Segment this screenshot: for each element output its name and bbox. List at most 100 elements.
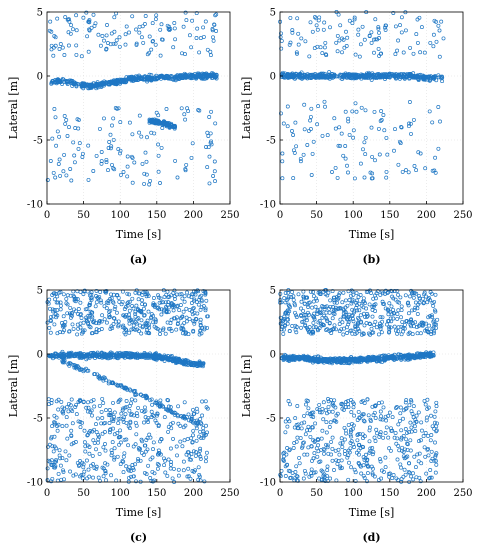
- scatter-point: [145, 135, 149, 140]
- x-tick-label: 0: [44, 210, 50, 221]
- scatter-point: [122, 350, 127, 355]
- scatter-point: [173, 37, 178, 42]
- scatter-point: [150, 402, 155, 407]
- scatter-point: [286, 399, 291, 403]
- scatter-point: [163, 470, 168, 475]
- scatter-point: [148, 178, 153, 183]
- scatter-point: [104, 160, 109, 165]
- scatter-point: [377, 30, 381, 35]
- scatter-point: [162, 294, 167, 299]
- scatter-point: [290, 30, 295, 35]
- scatter-point: [93, 304, 98, 309]
- scatter-point: [110, 440, 115, 445]
- scatter-point: [117, 299, 122, 304]
- scatter-point: [299, 325, 303, 330]
- scatter-point: [351, 135, 356, 140]
- x-tick-label: 150: [380, 488, 399, 499]
- y-tick-label: 5: [37, 286, 43, 297]
- x-tick-label: 50: [310, 488, 323, 499]
- scatter-point: [177, 308, 182, 313]
- scatter-point: [98, 478, 102, 483]
- scatter-point: [53, 297, 57, 302]
- scatter-point: [56, 471, 61, 476]
- scatter-point: [309, 73, 314, 78]
- scatter-point: [350, 109, 355, 114]
- scatter-point: [433, 440, 437, 445]
- scatter-point: [149, 409, 154, 414]
- scatter-point: [423, 431, 428, 435]
- scatter-point: [362, 175, 367, 180]
- scatter-point: [307, 54, 312, 59]
- scatter-points: [278, 288, 440, 484]
- scatter-point: [399, 428, 404, 433]
- scatter-point: [406, 170, 411, 175]
- scatter-point: [140, 24, 145, 29]
- scatter-point: [119, 383, 124, 388]
- scatter-point: [104, 408, 108, 413]
- x-tick-label: 0: [44, 488, 50, 499]
- scatter-point: [383, 431, 388, 435]
- scatter-point: [103, 442, 107, 446]
- y-tick-label: -10: [27, 478, 43, 489]
- scatter-point: [293, 120, 298, 125]
- scatter-point: [333, 126, 338, 131]
- scatter-point: [117, 35, 122, 40]
- scatter-point: [150, 39, 155, 44]
- plot-frame: [46, 11, 231, 205]
- scatter-point: [214, 29, 219, 33]
- scatter-point: [66, 30, 71, 35]
- scatter-point: [336, 12, 341, 17]
- scatter-point: [115, 356, 119, 360]
- x-tick-label: 200: [417, 488, 436, 499]
- scatter-point: [115, 454, 120, 459]
- x-tick-label: 100: [344, 488, 363, 499]
- scatter-point: [155, 462, 160, 466]
- scatter-point: [82, 440, 87, 445]
- scatter-point: [144, 172, 149, 177]
- scatter-point: [339, 436, 344, 441]
- scatter-point: [109, 79, 114, 84]
- scatter-point: [333, 448, 338, 453]
- scatter-point: [100, 416, 105, 420]
- scatter-point: [396, 162, 401, 167]
- scatter-point: [104, 478, 108, 483]
- scatter-point: [159, 22, 164, 27]
- scatter-point: [416, 410, 421, 415]
- scatter-point: [313, 304, 318, 309]
- scatter-point: [278, 35, 283, 40]
- scatter-point: [129, 397, 134, 402]
- panel-caption: (d): [362, 531, 380, 544]
- scatter-point: [106, 168, 110, 173]
- scatter-point: [361, 436, 365, 441]
- scatter-point: [207, 154, 212, 159]
- scatter-point: [165, 74, 170, 78]
- scatter-point: [359, 471, 364, 476]
- scatter-point: [126, 443, 131, 448]
- scatter-point: [45, 466, 50, 471]
- scatter-point: [137, 130, 142, 135]
- scatter-point: [312, 15, 317, 20]
- scatter-point: [409, 425, 414, 430]
- scatter-point: [411, 471, 415, 476]
- scatter-point: [112, 457, 117, 462]
- scatter-point: [107, 82, 112, 87]
- scatter-point: [320, 133, 325, 138]
- scatter-point: [404, 168, 408, 173]
- scatter-point: [97, 126, 102, 131]
- scatter-point: [316, 104, 321, 109]
- scatter-point: [406, 469, 411, 474]
- scatter-point: [142, 22, 147, 26]
- scatter-point: [330, 458, 335, 463]
- scatter-point: [311, 299, 316, 304]
- scatter-point: [148, 398, 153, 403]
- scatter-point: [401, 72, 406, 77]
- scatter-point: [377, 36, 381, 40]
- scatter-point: [193, 453, 198, 458]
- scatter-point: [159, 312, 164, 317]
- scatter-point: [411, 295, 416, 300]
- scatter-point: [373, 439, 378, 443]
- scatter-point: [131, 352, 136, 357]
- x-tick-label: 100: [111, 210, 130, 221]
- scatter-point: [306, 445, 311, 450]
